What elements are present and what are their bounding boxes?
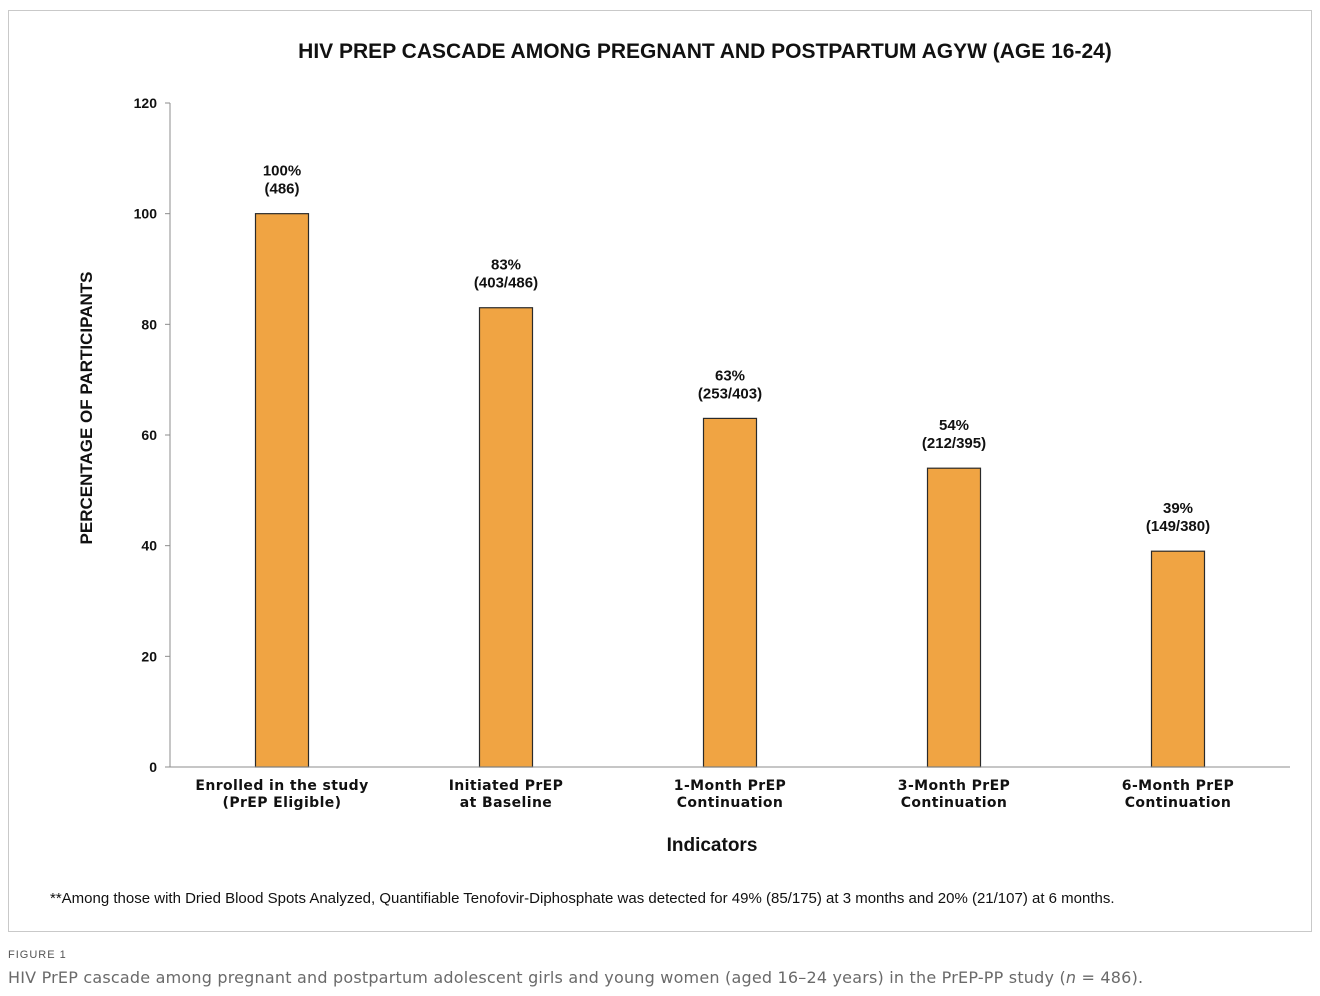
x-category-label: Continuation <box>901 795 1008 811</box>
y-tick-label: 60 <box>141 427 157 443</box>
data-label-count: (403/486) <box>474 275 538 292</box>
data-label-percent: 39% <box>1163 500 1193 517</box>
x-category-label: 3-Month PrEP <box>898 778 1010 794</box>
data-label-count: (212/395) <box>922 435 986 452</box>
bar <box>1150 550 1206 768</box>
data-label-percent: 63% <box>715 367 745 384</box>
x-category-label: 6-Month PrEP <box>1122 778 1234 794</box>
y-tick-label: 80 <box>141 316 157 332</box>
x-axis-title: Indicators <box>667 835 758 856</box>
data-label-percent: 100% <box>263 163 301 180</box>
y-tick-label: 120 <box>134 95 158 111</box>
y-axis-title: PERCENTAGE OF PARTICIPANTS <box>77 272 96 545</box>
y-tick-label: 100 <box>134 206 158 222</box>
chart-footnote: **Among those with Dried Blood Spots Ana… <box>50 890 1115 907</box>
figure-frame <box>8 10 1312 932</box>
x-category-label: (PrEP Eligible) <box>223 795 342 811</box>
data-labels-group: 100%(486) 83%(403/486) 63%(253/403) 54%(212… <box>263 163 1210 536</box>
x-category-label: Continuation <box>677 795 784 811</box>
bar <box>702 417 758 768</box>
x-category-label: at Baseline <box>460 795 552 811</box>
bars-group <box>254 213 1206 768</box>
y-tick-label: 40 <box>141 538 157 554</box>
data-label-count: (486) <box>264 181 299 198</box>
figure-number: FIGURE 1 <box>8 949 67 961</box>
data-label-percent: 54% <box>939 417 969 434</box>
x-category-label: 1-Month PrEP <box>674 778 786 794</box>
x-category-label: Initiated PrEP <box>449 778 564 794</box>
bar <box>478 307 534 768</box>
x-axis-group: Enrolled in the study(PrEP Eligible) Init… <box>170 766 1290 811</box>
x-category-label: Continuation <box>1125 795 1232 811</box>
caption-italic-n: n <box>1065 968 1077 987</box>
caption-text-end: = 486). <box>1076 968 1144 987</box>
chart-title: HIV PREP CASCADE AMONG PREGNANT AND POST… <box>298 40 1112 63</box>
y-axis-group: 0 20 40 60 80 100 120 <box>134 95 171 775</box>
y-tick-label: 20 <box>141 648 157 664</box>
caption-text-start: HIV PrEP cascade among pregnant and post… <box>8 968 1066 987</box>
bar <box>926 467 982 768</box>
data-label-count: (253/403) <box>698 385 762 402</box>
y-tick-label: 0 <box>149 759 157 775</box>
figure-caption: HIV PrEP cascade among pregnant and post… <box>8 968 1143 988</box>
bar-chart: HIV PREP CASCADE AMONG PREGNANT AND POST… <box>50 40 1290 907</box>
data-label-count: (149/380) <box>1146 518 1210 535</box>
bar <box>254 213 310 768</box>
x-category-label: Enrolled in the study <box>195 778 368 794</box>
data-label-percent: 83% <box>491 257 521 274</box>
